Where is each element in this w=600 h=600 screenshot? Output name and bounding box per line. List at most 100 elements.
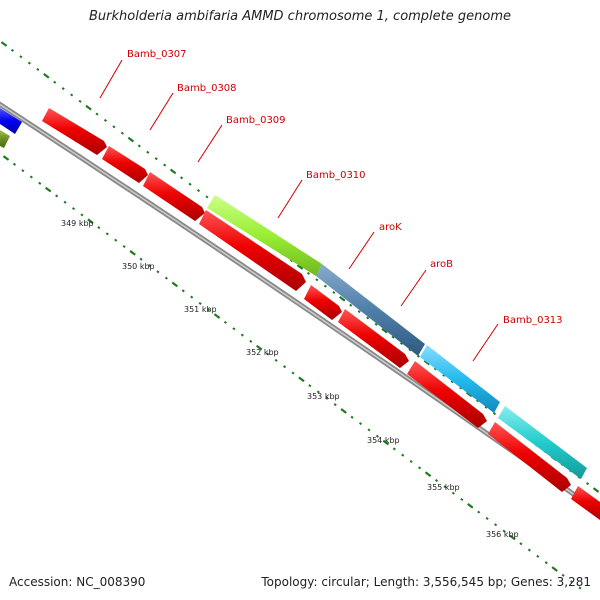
- kbp-label-353: 353 kbp: [307, 392, 340, 401]
- major-tick: [296, 264, 304, 270]
- minor-tick: [333, 403, 337, 407]
- minor-tick: [485, 516, 489, 520]
- gene-label-bamb-0309[interactable]: Bamb_0309: [226, 115, 286, 126]
- minor-tick: [391, 335, 395, 339]
- cds-feature-red-7[interactable]: [407, 361, 487, 428]
- major-tick: [171, 281, 179, 288]
- minor-tick: [527, 548, 531, 552]
- cds-feature-red-6[interactable]: [338, 309, 409, 368]
- minor-tick: [190, 295, 194, 299]
- major-tick: [85, 104, 92, 111]
- minor-tick: [451, 491, 455, 495]
- cds-feature-bamb-0313[interactable]: [498, 406, 587, 479]
- minor-tick: [223, 320, 228, 324]
- cds-feature-red-5[interactable]: [304, 285, 342, 320]
- major-tick: [424, 471, 432, 477]
- minor-tick: [332, 290, 336, 295]
- minor-tick: [459, 386, 463, 390]
- cds-feature-arob[interactable]: [420, 345, 500, 413]
- cds-feature-bamb-0308[interactable]: [102, 146, 148, 183]
- minor-tick: [349, 303, 353, 307]
- minor-tick: [103, 118, 108, 122]
- major-tick: [381, 327, 388, 334]
- partial-features: [0, 108, 22, 148]
- minor-tick: [71, 207, 76, 211]
- major-tick: [2, 155, 10, 161]
- minor-tick: [139, 257, 143, 261]
- minor-tick: [163, 163, 167, 167]
- gene-label-bamb-0307[interactable]: Bamb_0307: [127, 49, 187, 60]
- major-tick: [509, 534, 516, 541]
- gene-label-bamb-0310[interactable]: Bamb_0310: [306, 170, 366, 181]
- minor-tick: [156, 270, 160, 274]
- kbp-label-351: 351 kbp: [184, 305, 217, 314]
- major-tick: [0, 41, 8, 47]
- minor-tick: [95, 112, 99, 116]
- minor-tick: [240, 333, 244, 337]
- chromosome-backbone: [0, 101, 600, 516]
- cds-feature-bamb-0309[interactable]: [143, 172, 205, 221]
- minor-tick: [585, 482, 590, 486]
- leader-bamb-0308: [149, 92, 174, 131]
- minor-tick: [434, 478, 439, 483]
- map-title: Burkholderia ambifaria AMMD chromosome 1…: [88, 9, 512, 24]
- minor-tick: [105, 232, 109, 236]
- kbp-label-354: 354 kbp: [367, 436, 400, 445]
- major-tick: [467, 502, 474, 509]
- minor-tick: [122, 245, 126, 249]
- minor-tick: [63, 200, 67, 204]
- leader-bamb-0309: [197, 124, 223, 163]
- minor-tick: [536, 554, 540, 558]
- minor-tick: [409, 460, 413, 464]
- kbp-label-350: 350 kbp: [122, 262, 155, 271]
- gene-label-arok[interactable]: aroK: [379, 222, 402, 233]
- major-tick: [423, 359, 431, 366]
- gene-label-arob[interactable]: aroB: [430, 259, 453, 270]
- minor-tick: [207, 308, 211, 312]
- cds-feature-red-9[interactable]: [571, 486, 600, 520]
- minor-tick: [55, 194, 59, 198]
- minor-tick: [433, 367, 437, 371]
- minor-tick: [442, 373, 446, 377]
- minor-tick: [80, 213, 84, 217]
- minor-tick: [29, 175, 33, 179]
- major-tick: [298, 376, 305, 383]
- kbp-label-349: 349 kbp: [61, 219, 94, 228]
- major-tick: [44, 186, 52, 193]
- minor-tick: [249, 339, 253, 343]
- minor-tick: [61, 87, 65, 91]
- gene-labels: Bamb_0307 Bamb_0308 Bamb_0309 Bamb_0310 …: [127, 49, 563, 326]
- minor-tick: [418, 466, 422, 470]
- gene-label-bamb-0313[interactable]: Bamb_0313: [503, 315, 563, 326]
- minor-tick: [443, 485, 447, 489]
- minor-tick: [180, 176, 184, 180]
- forward-strand-features: [207, 195, 587, 479]
- cds-feature-bamb-0310[interactable]: [207, 195, 322, 276]
- major-tick: [340, 408, 347, 414]
- leader-bamb-0307: [99, 59, 123, 99]
- minor-tick: [401, 453, 405, 457]
- minor-tick: [350, 415, 354, 419]
- kbp-label-355: 355 kbp: [427, 483, 460, 492]
- leader-bamb-0313: [472, 323, 499, 362]
- minor-tick: [484, 405, 488, 409]
- genome-summary-text: Topology: circular; Length: 3,556,545 bp…: [261, 575, 591, 589]
- minor-tick: [274, 358, 278, 362]
- minor-tick: [36, 67, 40, 72]
- minor-tick: [408, 348, 412, 352]
- cds-feature-bamb-0307[interactable]: [42, 108, 107, 155]
- minor-tick: [291, 371, 295, 375]
- minor-tick: [120, 131, 124, 135]
- cds-feature-partial-blue[interactable]: [0, 108, 22, 134]
- minor-tick: [502, 529, 506, 533]
- cds-feature-partial-olive[interactable]: [0, 130, 10, 148]
- cds-feature-arok[interactable]: [316, 264, 425, 356]
- gene-label-bamb-0308[interactable]: Bamb_0308: [177, 83, 237, 94]
- minor-tick: [154, 157, 158, 161]
- leader-arok: [348, 231, 375, 270]
- major-tick: [129, 250, 136, 256]
- minor-tick: [578, 586, 582, 590]
- cds-feature-red-8[interactable]: [488, 422, 571, 492]
- kbp-labels: 349 kbp 350 kbp 351 kbp 352 kbp 353 kbp …: [61, 219, 519, 539]
- cds-feature-red-4[interactable]: [199, 210, 306, 291]
